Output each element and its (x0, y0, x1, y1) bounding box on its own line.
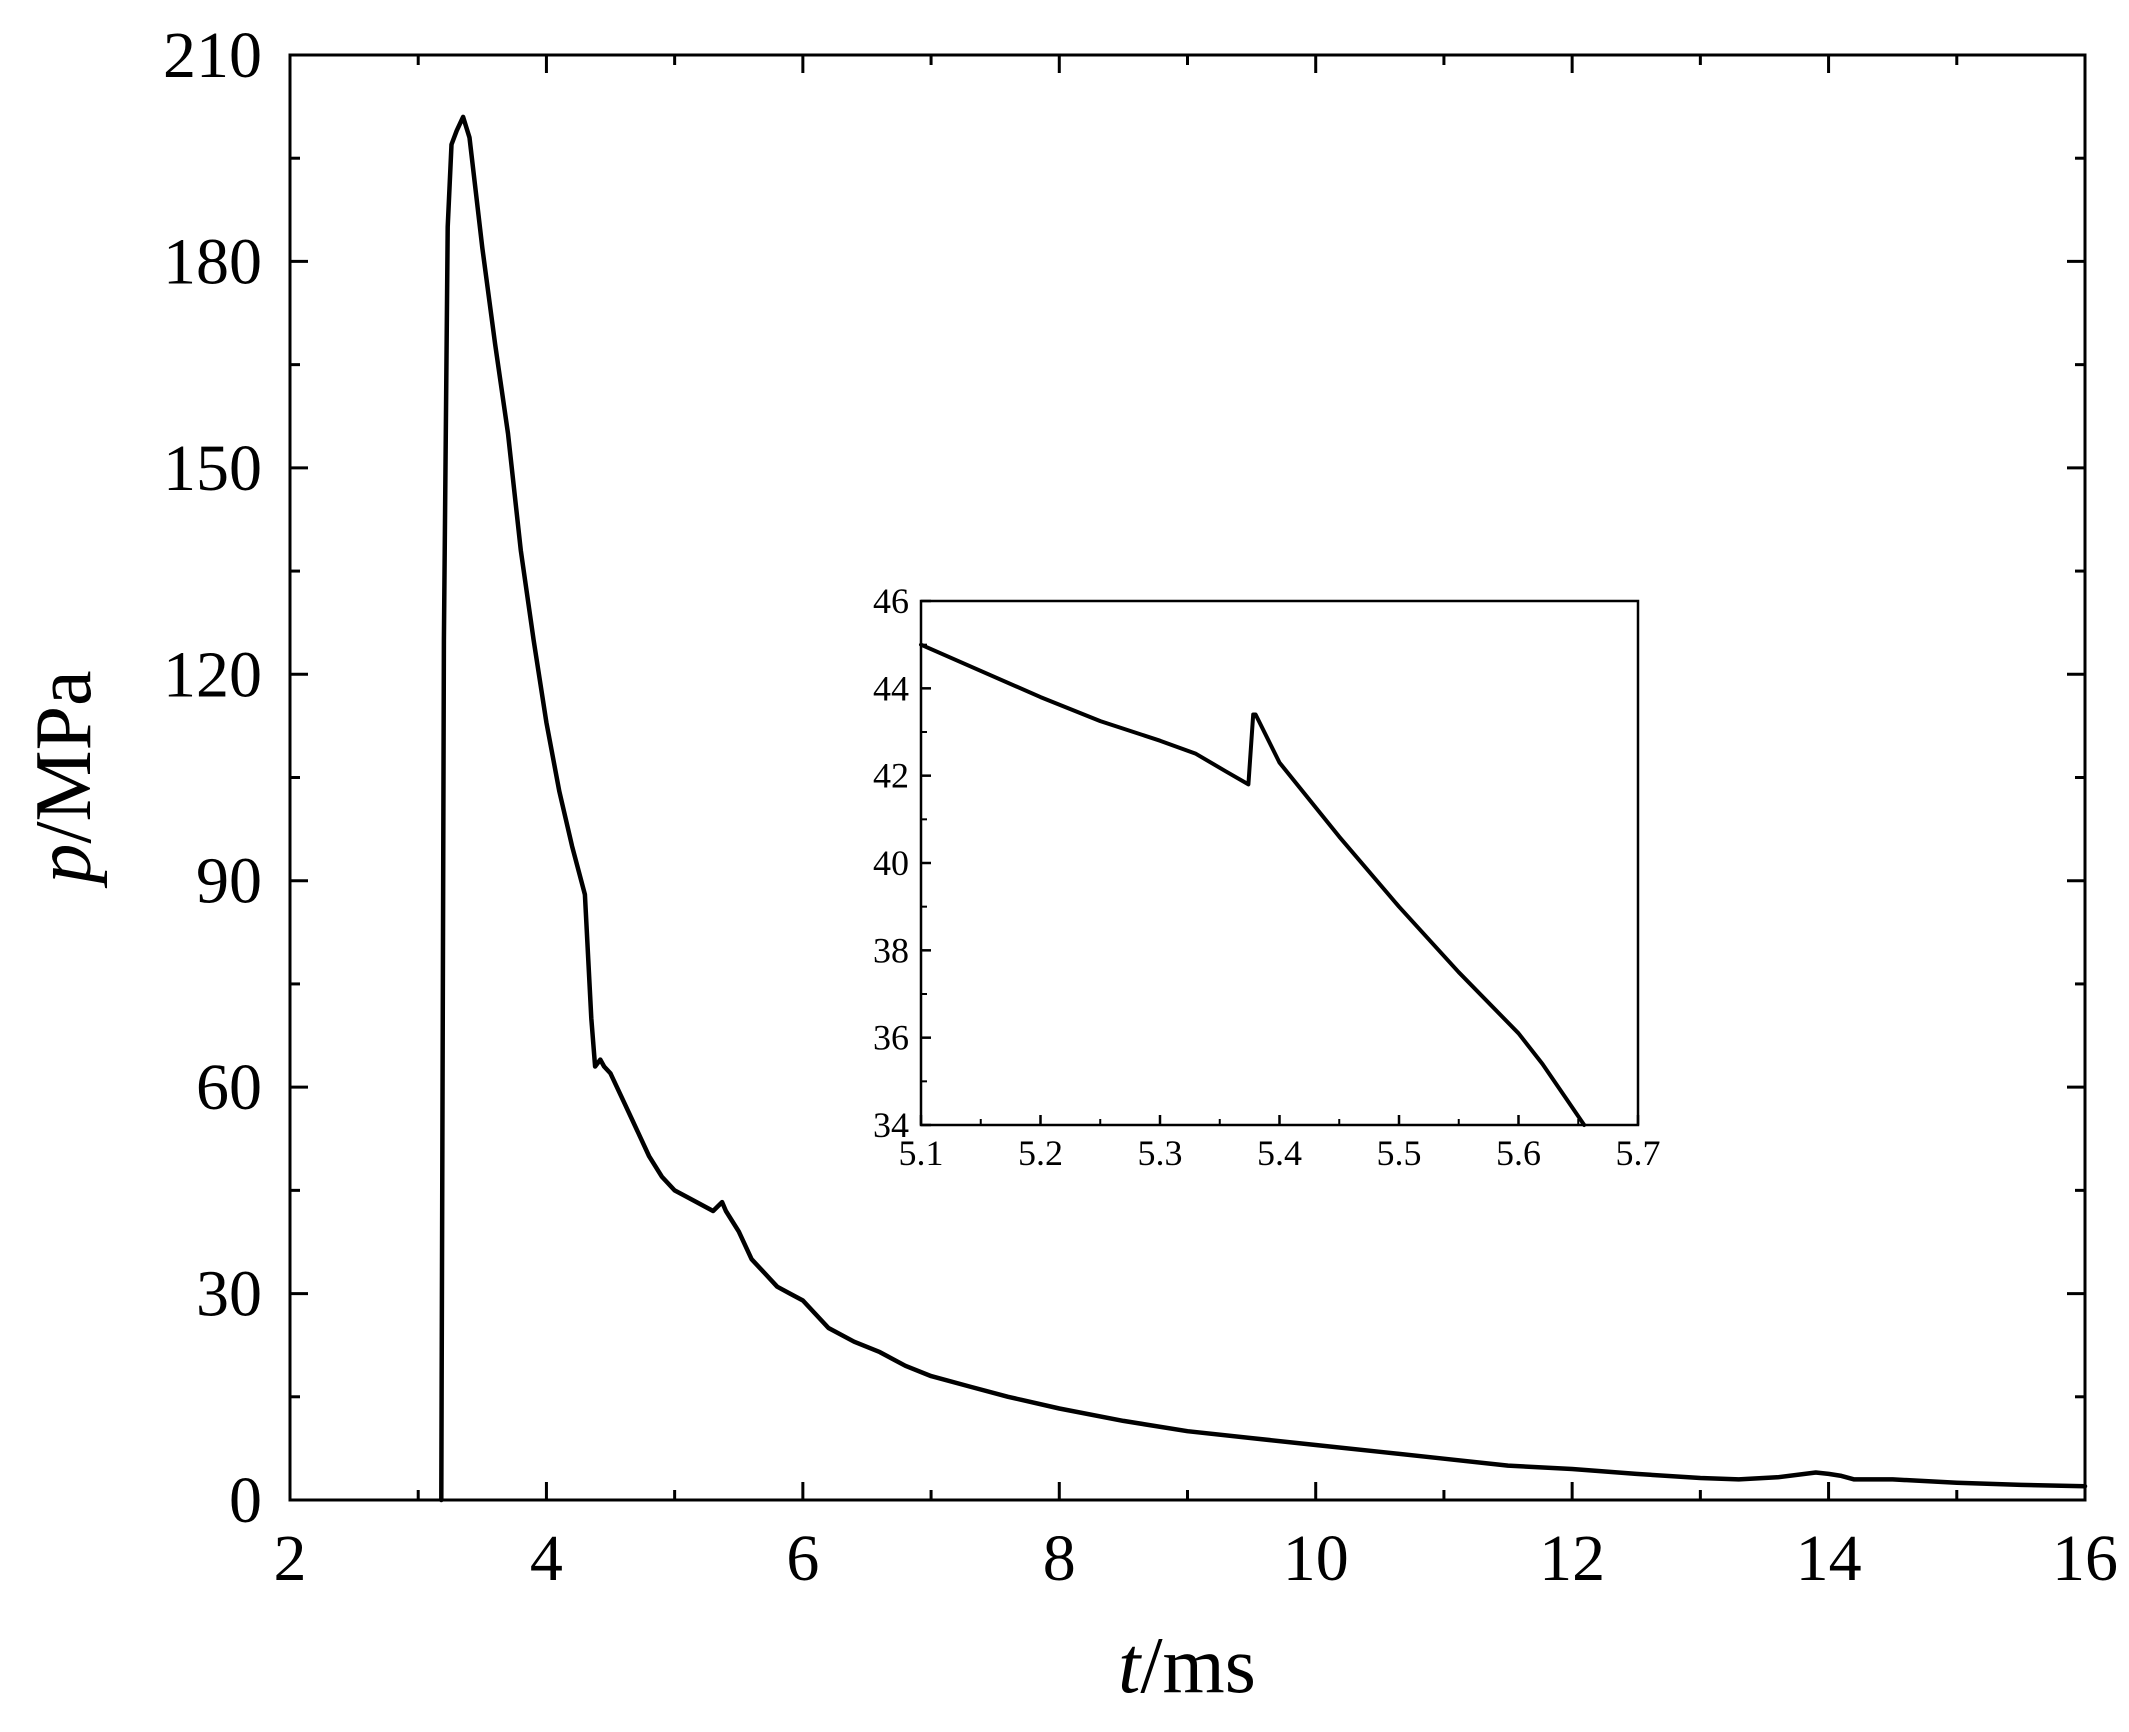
inset-axis-tick-labels: 5.1 5.2 5.3 5.4 5.5 5.6 5.7 34 36 38 40 42 44 46 (873, 581, 1661, 1173)
x-tick-label: 12 (1539, 1522, 1605, 1595)
inset-x-tick-label: 5.7 (1616, 1133, 1661, 1173)
y-tick-label: 210 (163, 19, 262, 92)
inset-x-tick-label: 5.4 (1257, 1133, 1302, 1173)
inset-x-tick-label: 5.2 (1018, 1133, 1063, 1173)
y-axis-title: p/MPa (20, 670, 108, 888)
x-tick-label: 6 (786, 1522, 819, 1595)
x-tick-label: 16 (2052, 1522, 2118, 1595)
inset-x-tick-label: 5.3 (1138, 1133, 1183, 1173)
x-tick-label: 10 (1283, 1522, 1349, 1595)
inset-zoom-plot: 5.1 5.2 5.3 5.4 5.5 5.6 5.7 34 36 38 40 42 44 46 (873, 581, 1661, 1173)
x-axis-title: t/ms (1118, 1622, 1256, 1710)
y-axis-unit: /MPa (20, 670, 108, 843)
x-axis-unit: /ms (1140, 1622, 1256, 1710)
inset-y-tick-label: 46 (873, 581, 909, 621)
inset-y-tick-label: 34 (873, 1105, 909, 1145)
y-tick-label: 0 (229, 1464, 262, 1537)
y-tick-label: 150 (163, 432, 262, 505)
x-axis-variable: t (1118, 1622, 1142, 1710)
inset-axis-ticks (919, 599, 1640, 1127)
main-axis-ticks (288, 53, 2087, 1502)
pressure-curve (439, 114, 2088, 1503)
x-tick-label: 4 (530, 1522, 563, 1595)
inset-x-tick-label: 5.6 (1496, 1133, 1541, 1173)
inset-y-tick-label: 44 (873, 668, 909, 708)
y-tick-label: 120 (163, 638, 262, 711)
x-tick-label: 2 (274, 1522, 307, 1595)
y-tick-label: 30 (196, 1258, 262, 1331)
main-plot-frame (288, 53, 2087, 1502)
x-tick-label: 14 (1796, 1522, 1862, 1595)
inset-x-tick-label: 5.1 (899, 1133, 944, 1173)
inset-y-tick-label: 38 (873, 930, 909, 970)
y-tick-label: 60 (196, 1051, 262, 1124)
x-tick-label: 8 (1043, 1522, 1076, 1595)
inset-x-tick-label: 5.5 (1377, 1133, 1422, 1173)
y-axis-variable: p (20, 844, 108, 889)
inset-y-tick-label: 40 (873, 843, 909, 883)
inset-pressure-curve (919, 642, 1587, 1127)
y-tick-label: 180 (163, 225, 262, 298)
inset-y-tick-label: 36 (873, 1018, 909, 1058)
inset-y-tick-label: 42 (873, 756, 909, 796)
y-tick-label: 90 (196, 845, 262, 918)
